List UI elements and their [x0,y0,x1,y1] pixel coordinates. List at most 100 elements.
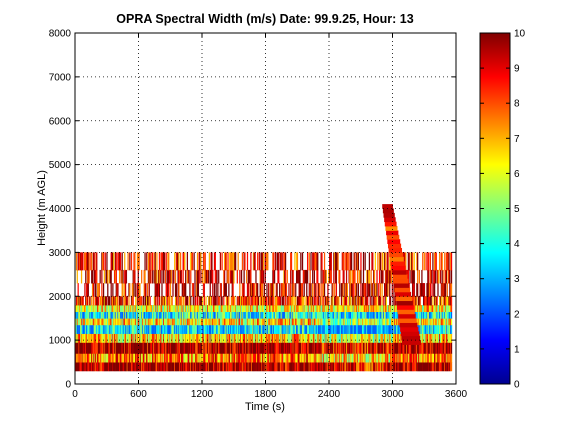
heatmap-cell [196,342,199,354]
heatmap-cell [275,296,277,306]
heatmap-cell [99,353,101,363]
heatmap-cell [249,324,251,334]
heatmap-cell [403,353,405,363]
heatmap-cell [228,283,230,297]
heatmap-cell [390,318,393,326]
heatmap-cell [231,353,233,363]
heatmap-cell [356,318,359,326]
heatmap-cell [329,333,331,343]
heatmap-cell [259,353,261,363]
heatmap-cell [382,353,384,363]
heatmap-cell [393,333,395,343]
heatmap-cell [191,362,194,372]
heatmap-cell [210,311,212,319]
heatmap-cell [315,318,317,326]
heatmap-cell [181,324,183,334]
heatmap-cell [278,269,280,284]
heatmap-cell [190,324,193,334]
heatmap-cell [216,353,218,363]
heatmap-cell [207,305,210,312]
heatmap-cell [174,353,176,363]
heatmap-cell [183,333,185,343]
heatmap-cell [343,362,345,372]
heatmap-cell [375,283,377,297]
heatmap-cell [338,305,340,312]
heatmap-cell [441,353,443,363]
heatmap-cell [368,362,371,372]
heatmap-cell [414,342,416,354]
heatmap-cell [367,283,369,297]
heatmap-cell [205,362,207,372]
heatmap-cell [429,333,431,343]
heatmap-cell [88,362,90,372]
heatmap-cell [187,342,189,354]
heatmap-cell [237,296,239,306]
heatmap-cell [97,353,100,363]
heatmap-cell [319,318,321,326]
heatmap-cell [322,324,324,334]
heatmap-cell [303,324,305,334]
plume-cell [397,309,415,315]
heatmap-cell [257,324,259,334]
heatmap-cell [441,305,443,312]
heatmap-cell [205,342,207,354]
heatmap-cell [154,311,156,319]
heatmap-cell [297,333,299,343]
heatmap-cell [175,296,177,306]
heatmap-cell [229,252,232,271]
heatmap-cell [306,305,309,312]
heatmap-cell [112,353,114,363]
colorbar-tick-label: 0 [514,380,520,391]
heatmap-cell [317,342,319,354]
heatmap-cell [354,324,356,334]
heatmap-cell [450,362,453,372]
heatmap-cell [321,342,323,354]
heatmap-cell [361,333,363,343]
heatmap-cell [387,342,389,354]
heatmap-cell [166,296,168,306]
heatmap-cell [378,311,380,319]
heatmap-cell [164,318,166,326]
heatmap-cell [446,353,448,363]
heatmap-cell [355,342,357,354]
heatmap-cell [442,324,444,334]
heatmap-cell [382,311,384,319]
heatmap-cell [441,318,443,326]
heatmap-cell [194,353,196,363]
heatmap-cell [355,333,357,343]
heatmap-cell [450,324,452,334]
heatmap-cell [417,318,419,326]
heatmap-cell [334,353,337,363]
heatmap-cell [201,342,203,354]
heatmap-cell [445,318,448,326]
heatmap-cell [428,305,430,312]
heatmap-cell [272,353,274,363]
heatmap-cell [365,311,367,319]
heatmap-cell [135,353,138,363]
heatmap-cell [238,362,240,372]
heatmap-cell [156,333,158,343]
heatmap-cell [165,362,167,372]
heatmap-cell [247,269,249,284]
heatmap-cell [163,305,166,312]
heatmap-cell [448,318,450,326]
heatmap-cell [210,318,212,326]
heatmap-cell [235,342,237,354]
heatmap-cell [178,333,180,343]
heatmap-cell [376,283,378,297]
heatmap-cell [272,362,274,372]
heatmap-cell [246,311,249,319]
heatmap-cell [437,342,439,354]
heatmap-cell [132,318,134,326]
heatmap-cell [239,353,241,363]
heatmap-cell [132,305,134,312]
heatmap-cell [251,318,253,326]
heatmap-cell [144,283,146,297]
heatmap-cell [450,252,452,271]
heatmap-cell [156,283,158,297]
heatmap-cell [292,283,294,297]
heatmap-cell [146,333,149,343]
heatmap-cell [332,311,334,319]
plume-cell [396,305,414,310]
heatmap-cell [148,362,150,372]
